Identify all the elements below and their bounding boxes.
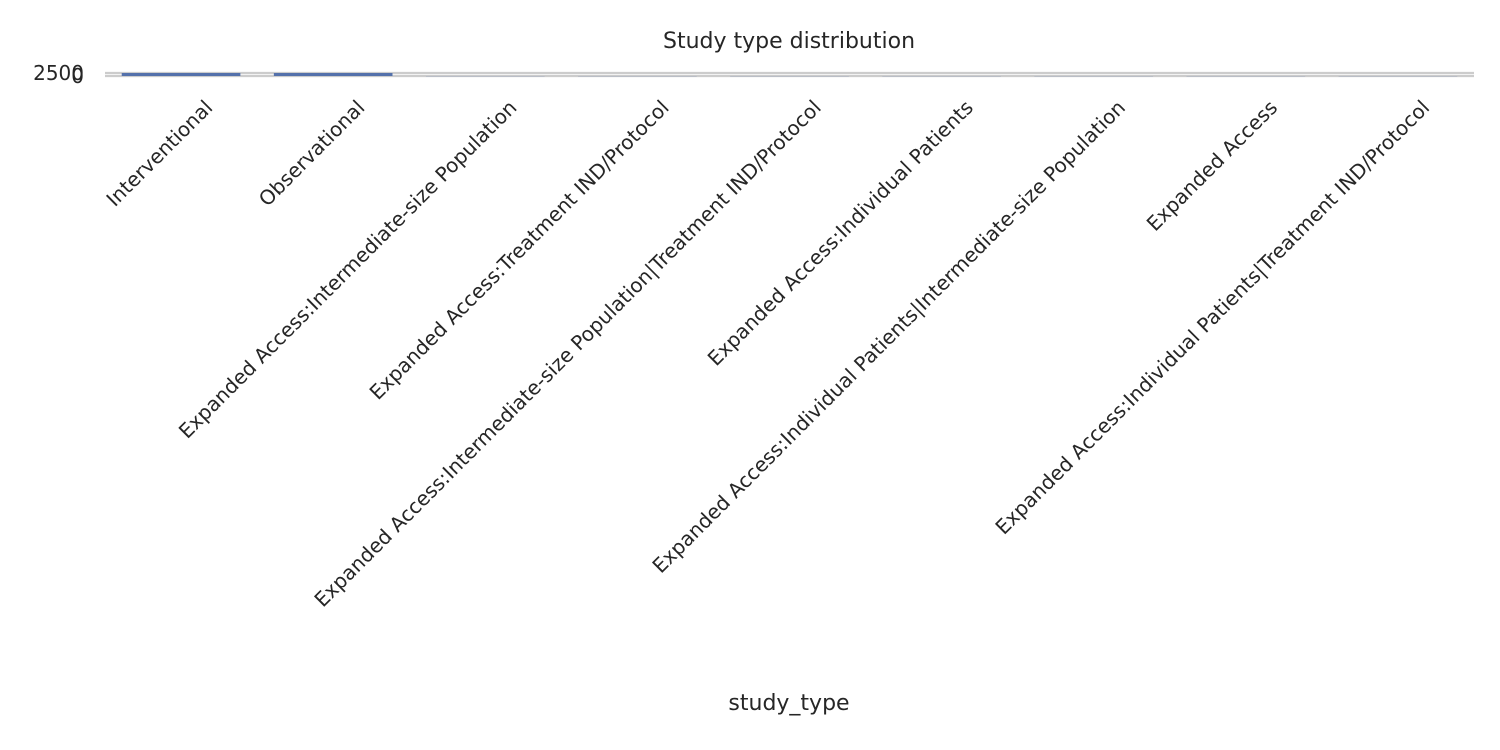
x-tick-label: Expanded Access:Intermediate-size Popula… [174, 95, 522, 443]
bar-2 [425, 75, 545, 77]
x-tick-label: Expanded Access:Individual Patients [703, 95, 978, 370]
y-tick-label: 2500 [33, 61, 84, 85]
bar-4 [730, 75, 849, 77]
bar-3 [578, 75, 697, 77]
bar-0 [121, 73, 241, 76]
bars [121, 73, 1458, 77]
chart-title: Study type distribution [663, 29, 915, 54]
bar-6 [1034, 75, 1154, 77]
bar-8 [1338, 75, 1458, 77]
y-tick-label: 0 [71, 64, 84, 88]
x-axis-label: study_type [728, 691, 849, 716]
bar-1 [273, 73, 393, 76]
x-tick-label: Expanded Access:Treatment IND/Protocol [365, 95, 674, 404]
x-tick-label: Observational [254, 95, 370, 211]
x-tick-label: Interventional [101, 95, 217, 211]
x-tick-label: Expanded Access:Intermediate-size Popula… [309, 95, 825, 611]
bar-5 [882, 75, 1001, 77]
x-tick-label: Expanded Access [1142, 95, 1282, 235]
bar-7 [1186, 75, 1306, 77]
